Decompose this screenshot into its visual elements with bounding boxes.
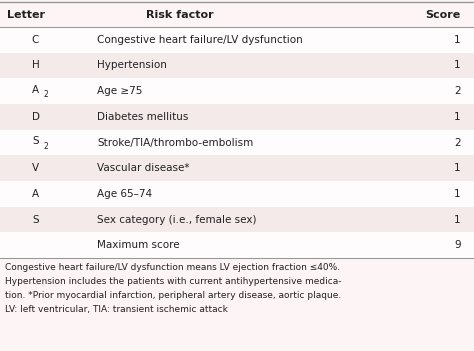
Text: Score: Score <box>426 9 461 20</box>
Bar <box>0 27 474 53</box>
Text: Hypertension: Hypertension <box>97 60 167 71</box>
Text: V: V <box>32 163 39 173</box>
Text: S: S <box>32 214 39 225</box>
Bar <box>0 181 474 207</box>
Text: Vascular disease*: Vascular disease* <box>97 163 190 173</box>
Text: H: H <box>32 60 39 71</box>
Text: 2: 2 <box>454 138 461 147</box>
Text: tion. *Prior myocardial infarction, peripheral artery disease, aortic plaque.: tion. *Prior myocardial infarction, peri… <box>5 291 341 300</box>
Text: Sex category (i.e., female sex): Sex category (i.e., female sex) <box>97 214 256 225</box>
Text: Congestive heart failure/LV dysfunction means LV ejection fraction ≤40%.: Congestive heart failure/LV dysfunction … <box>5 263 340 272</box>
Text: S: S <box>32 137 39 146</box>
Text: 1: 1 <box>454 60 461 71</box>
Text: LV: left ventricular, TIA: transient ischemic attack: LV: left ventricular, TIA: transient isc… <box>5 305 228 314</box>
Bar <box>0 207 474 232</box>
Text: 1: 1 <box>454 35 461 45</box>
Text: Stroke/TIA/thrombo-embolism: Stroke/TIA/thrombo-embolism <box>97 138 254 147</box>
Bar <box>0 2 474 27</box>
Bar <box>0 155 474 181</box>
Text: A: A <box>32 85 39 95</box>
Text: Risk factor: Risk factor <box>146 9 214 20</box>
Text: D: D <box>32 112 39 122</box>
Text: 1: 1 <box>454 214 461 225</box>
Text: 2: 2 <box>44 141 48 151</box>
Text: 1: 1 <box>454 189 461 199</box>
Text: 9: 9 <box>454 240 461 250</box>
Text: 1: 1 <box>454 163 461 173</box>
Text: Diabetes mellitus: Diabetes mellitus <box>97 112 189 122</box>
Text: C: C <box>32 35 39 45</box>
Bar <box>0 78 474 104</box>
Text: Hypertension includes the patients with current antihypertensive medica-: Hypertension includes the patients with … <box>5 277 341 286</box>
Text: Congestive heart failure/LV dysfunction: Congestive heart failure/LV dysfunction <box>97 35 303 45</box>
Text: 2: 2 <box>44 90 48 99</box>
Bar <box>0 53 474 78</box>
Bar <box>0 104 474 130</box>
Text: Maximum score: Maximum score <box>97 240 180 250</box>
Text: Age ≥75: Age ≥75 <box>97 86 143 96</box>
Bar <box>0 232 474 258</box>
Text: Letter: Letter <box>7 9 45 20</box>
Text: Age 65–74: Age 65–74 <box>97 189 152 199</box>
Text: A: A <box>32 189 39 199</box>
Text: 1: 1 <box>454 112 461 122</box>
Text: 2: 2 <box>454 86 461 96</box>
Bar <box>0 130 474 155</box>
